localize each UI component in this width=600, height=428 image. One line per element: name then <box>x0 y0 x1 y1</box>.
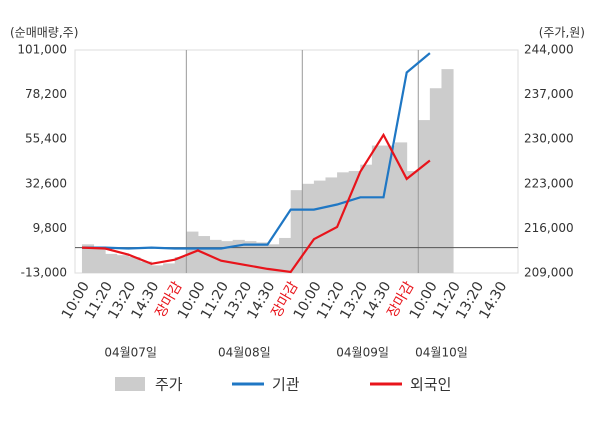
series-line <box>82 52 431 250</box>
price-bar <box>429 88 442 273</box>
y2-tick-label: 209,000 <box>524 266 574 280</box>
y2-tick-label: 230,000 <box>524 132 574 146</box>
price-bar <box>139 261 153 273</box>
right-axis-label: (주가,원) <box>539 26 585 40</box>
y-tick-label: 55,400 <box>25 132 67 146</box>
date-label: 04월07일 <box>104 346 157 360</box>
price-bar <box>151 265 164 273</box>
date-label: 04월10일 <box>415 346 468 360</box>
price-bar <box>255 242 269 273</box>
price-bar <box>279 237 292 273</box>
legend-label: 외국인 <box>410 376 451 394</box>
legend: 주가 기관 외국인 <box>115 376 451 394</box>
series-line <box>81 132 431 274</box>
price-bar <box>197 236 211 273</box>
legend-label: 주가 <box>155 376 183 394</box>
price-bar <box>290 190 303 273</box>
price-bar <box>116 255 129 273</box>
price-bar <box>406 171 419 273</box>
price-bar <box>174 257 187 273</box>
y-tick-label: 78,200 <box>25 87 67 101</box>
price-bar <box>244 241 257 273</box>
price-bar <box>418 120 431 273</box>
y2-tick-label: 223,000 <box>524 176 574 190</box>
y2-tick-label: 244,000 <box>524 43 574 57</box>
date-label: 04월08일 <box>218 346 271 360</box>
price-bar <box>325 177 338 273</box>
y-tick-label: 101,000 <box>17 43 67 57</box>
price-bar <box>128 257 141 273</box>
date-label: 04월09일 <box>336 346 389 360</box>
price-bar <box>93 248 106 273</box>
price-bar <box>360 164 373 273</box>
price-bar <box>163 263 176 273</box>
price-bar <box>267 244 280 273</box>
price-bar <box>441 69 454 273</box>
price-bar <box>302 183 315 273</box>
y-tick-label: 9,800 <box>33 221 67 235</box>
y-tick-label: -13,000 <box>21 266 67 280</box>
legend-swatch <box>115 377 145 391</box>
price-bar <box>81 244 95 273</box>
price-bar <box>221 241 234 273</box>
legend-label: 기관 <box>272 376 300 394</box>
y2-tick-label: 237,000 <box>524 87 574 101</box>
price-bar <box>105 253 118 273</box>
y2-tick-label: 216,000 <box>524 221 574 235</box>
left-axis-label: (순매매량,주) <box>10 26 78 40</box>
price-bar <box>313 180 326 273</box>
y-tick-label: 32,600 <box>25 176 67 190</box>
price-bar <box>371 145 384 273</box>
